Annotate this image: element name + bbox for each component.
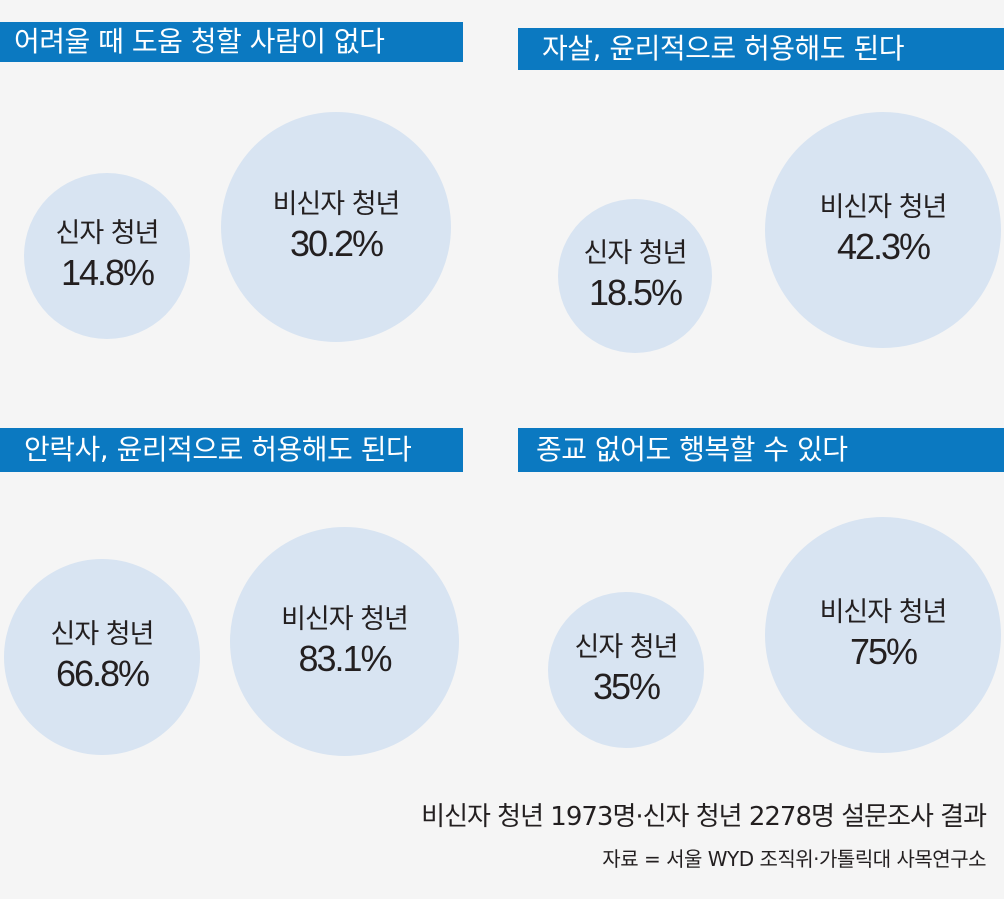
chart-3-title: 안락사, 윤리적으로 허용해도 된다 [0,428,463,472]
chart-3-nonbeliever-label: 비신자 청년 [281,603,409,635]
chart-4-nonbeliever-bubble: 비신자 청년 75% [765,517,1001,753]
chart-4-nonbeliever-value: 75% [849,631,918,672]
chart-1-title: 어려울 때 도움 청할 사람이 없다 [0,22,463,62]
chart-1-believer-label: 신자 청년 [55,218,160,249]
chart-1-believer-value: 14.8% [60,252,155,293]
chart-1-nonbeliever-value: 30.2% [289,223,384,264]
chart-3-believer-value: 66.8% [55,653,150,694]
chart-1-believer-bubble: 신자 청년 14.8% [24,173,190,339]
chart-4-title: 종교 없어도 행복할 수 있다 [518,428,1004,472]
chart-2-nonbeliever-bubble: 비신자 청년 42.3% [765,112,1001,348]
chart-1-nonbeliever-bubble: 비신자 청년 30.2% [221,112,451,342]
chart-4-nonbeliever-label: 비신자 청년 [819,597,948,628]
survey-note: 비신자 청년 1973명·신자 청년 2278명 설문조사 결과 [421,802,987,832]
chart-2-nonbeliever-value: 42.3% [836,226,931,267]
chart-1-nonbeliever-label: 비신자 청년 [272,189,401,220]
chart-2-nonbeliever-label: 비신자 청년 [819,192,948,223]
chart-3-believer-bubble: 신자 청년 66.8% [4,559,200,755]
chart-3-nonbeliever-bubble: 비신자 청년 83.1% [230,527,459,756]
chart-4-believer-value: 35% [592,666,661,707]
chart-2-believer-bubble: 신자 청년 18.5% [558,199,712,353]
chart-2-title: 자살, 윤리적으로 허용해도 된다 [518,28,1004,70]
source-note: 자료 = 서울 WYD 조직위·가톨릭대 사목연구소 [602,847,986,871]
chart-4-believer-label: 신자 청년 [574,632,679,663]
chart-3-believer-label: 신자 청년 [50,619,155,650]
chart-3-nonbeliever-value: 83.1% [298,637,392,679]
chart-2-believer-value: 18.5% [588,272,683,313]
chart-4-believer-bubble: 신자 청년 35% [548,592,704,748]
chart-2-believer-label: 신자 청년 [583,238,688,269]
